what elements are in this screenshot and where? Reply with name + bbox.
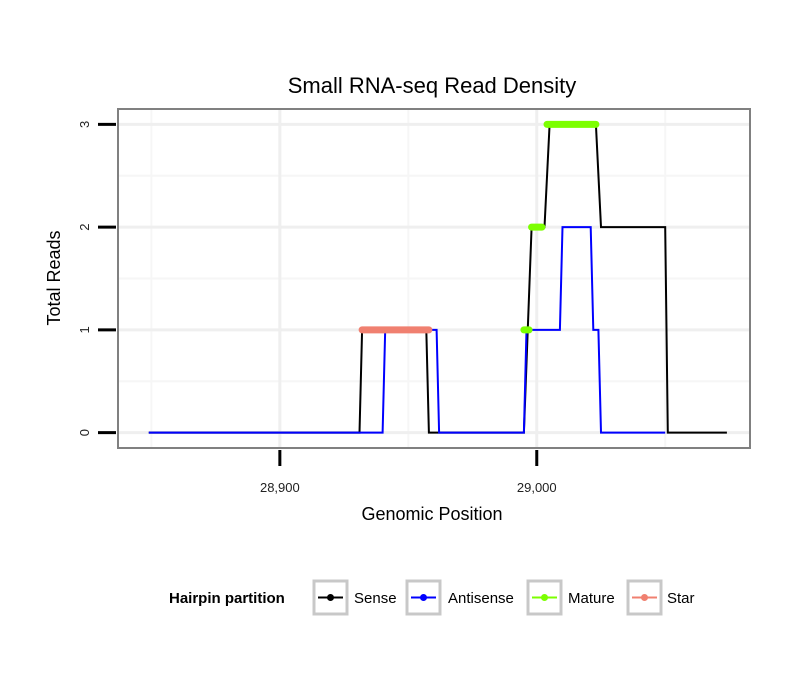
x-axis: 28,900 29,000 — [260, 450, 557, 495]
gridlines — [118, 109, 750, 448]
y-tick-label: 0 — [77, 429, 92, 436]
y-axis: 0 1 2 3 — [77, 121, 116, 436]
plot-border — [117, 108, 751, 449]
legend-label-star: Star — [667, 590, 695, 607]
legend-label-antisense: Antisense — [448, 590, 514, 607]
legend-key-dot — [541, 594, 548, 601]
y-tick-label: 3 — [77, 121, 92, 128]
x-axis-title: Genomic Position — [361, 504, 502, 524]
y-axis-title: Total Reads — [44, 230, 64, 325]
legend-key-dot — [327, 594, 334, 601]
y-tick-label: 1 — [77, 326, 92, 333]
legend-label-sense: Sense — [354, 590, 397, 607]
chart-title: Small RNA-seq Read Density — [288, 73, 577, 98]
legend-label-mature: Mature — [568, 590, 615, 607]
series-layer — [148, 120, 727, 434]
y-tick-label: 2 — [77, 224, 92, 231]
x-tick-label: 28,900 — [260, 480, 300, 495]
legend-key-dot — [420, 594, 427, 601]
legend-key-dot — [641, 594, 648, 601]
x-tick-label: 29,000 — [517, 480, 557, 495]
legend: Sense Antisense Mature Star — [312, 579, 695, 616]
legend-title: Hairpin partition — [169, 590, 285, 607]
